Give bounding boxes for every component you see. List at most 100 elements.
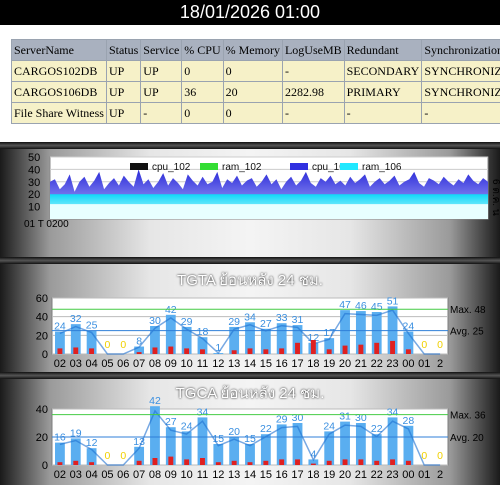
data-label: 45: [371, 301, 383, 313]
table-cell: PRIMARY: [343, 81, 423, 103]
data-label: 16: [54, 432, 66, 444]
data-label: 51: [387, 295, 399, 307]
data-label: 29: [228, 316, 240, 328]
data-label: 34: [244, 311, 256, 323]
x-tick-label: 05: [101, 469, 113, 481]
data-label: 34: [387, 406, 399, 418]
x-tick-label: 01: [418, 358, 430, 370]
value-bar: [245, 322, 255, 354]
y-tick-label: 0: [42, 349, 48, 361]
secondary-bar: [295, 459, 300, 465]
time-label: 6 ต.ค. น: [490, 179, 500, 216]
value-bar: [150, 326, 160, 354]
data-label: 1: [215, 342, 221, 354]
y-tick-label: 40: [28, 164, 40, 176]
secondary-bar: [326, 460, 332, 465]
table-cell: -: [281, 102, 345, 124]
data-label: 42: [149, 395, 161, 407]
secondary-bar: [247, 462, 253, 465]
secondary-bar: [310, 463, 316, 465]
table-cell: SYNCHRONIZED: [421, 81, 500, 103]
secondary-bar: [374, 342, 380, 354]
data-label: 27: [165, 416, 177, 428]
value-bar: [371, 434, 382, 465]
table-row: CARGOS106DB UP UP 36 20 2282.98 PRIMARY …: [11, 81, 500, 103]
data-label: 25: [86, 320, 98, 332]
value-bar: [229, 437, 240, 465]
secondary-bar: [73, 347, 79, 354]
chart-title: TGTA ย้อนหลัง 24 ชม.: [177, 272, 323, 289]
data-label: 34: [197, 406, 209, 418]
value-bar: [213, 444, 224, 465]
legend-label: ram_106: [362, 162, 402, 173]
column-header: Status: [105, 39, 142, 61]
x-tick-label: 16: [276, 358, 288, 370]
x-tick-label: 19: [323, 358, 335, 370]
x-tick-label: 02: [54, 469, 66, 481]
x-tick-label: 11: [197, 469, 208, 481]
data-label: 0: [105, 450, 111, 462]
secondary-bar: [326, 349, 332, 354]
data-label: 24: [323, 420, 335, 432]
secondary-bar: [168, 346, 174, 354]
value-bar: [86, 330, 97, 354]
secondary-bar: [89, 462, 95, 465]
data-label: 29: [181, 316, 193, 328]
secondary-bar: [184, 459, 190, 465]
secondary-bar: [279, 459, 285, 465]
value-bar: [70, 324, 81, 354]
value-bar: [324, 431, 335, 465]
value-bar: [355, 311, 366, 354]
table-cell: CARGOS106DB: [11, 81, 107, 103]
data-label: 0: [421, 450, 427, 462]
data-label: 46: [355, 300, 367, 312]
table-cell: 0: [181, 60, 224, 82]
legend-swatch: [130, 163, 148, 170]
data-label: 19: [70, 427, 82, 439]
secondary-bar: [263, 460, 269, 465]
y-tick-label: 0: [42, 460, 48, 472]
secondary-bar: [168, 456, 174, 465]
value-bar: [134, 346, 145, 354]
secondary-bar: [200, 349, 205, 354]
x-tick-label: 23: [386, 469, 398, 481]
secondary-bar: [136, 352, 142, 354]
data-label: 0: [421, 339, 427, 351]
data-label: 22: [371, 423, 383, 435]
data-label: 0: [437, 339, 443, 351]
tgta-chart-panel: TGTA ย้อนหลัง 24 ชม. 60 40 20 0 24 32 25 0 0 8 30 4…: [0, 264, 500, 372]
value-bar: [245, 444, 255, 465]
value-bar: [276, 424, 287, 465]
data-label: 30: [149, 315, 161, 327]
x-tick-label: 00: [402, 469, 414, 481]
x-tick-label: 2: [437, 358, 443, 370]
value-bar: [165, 427, 176, 465]
data-label: 24: [181, 420, 193, 432]
x-tick-label: 03: [70, 469, 82, 481]
secondary-bar: [200, 458, 205, 465]
x-tick-label: 23: [386, 358, 398, 370]
data-label: 4: [310, 448, 316, 460]
column-header: % CPU: [181, 39, 224, 61]
value-bar: [197, 337, 208, 354]
server-status-table: ServerName Status Service % CPU % Memory…: [11, 39, 500, 124]
table-cell: -: [343, 102, 423, 124]
data-label: 32: [70, 313, 82, 325]
secondary-bar: [279, 348, 285, 354]
x-tick-label: 21: [355, 469, 367, 481]
value-bar: [260, 328, 271, 354]
series-area-ram_102: [50, 204, 488, 219]
table-cell: SYNCHRONIZED: [421, 60, 500, 82]
server-status-panel: ServerName Status Service % CPU % Memory…: [0, 25, 500, 142]
secondary-bar: [342, 459, 348, 465]
y-tick-label: 20: [36, 432, 48, 444]
table-cell: UP: [105, 60, 142, 82]
value-bar: [197, 417, 208, 465]
value-bar: [165, 314, 176, 354]
y-tick-label: 10: [28, 202, 40, 214]
legend-label: cpu_102: [152, 162, 191, 173]
column-header: % Memory: [222, 39, 283, 61]
separator: [0, 142, 500, 149]
column-header: Synchronization: [421, 39, 500, 61]
